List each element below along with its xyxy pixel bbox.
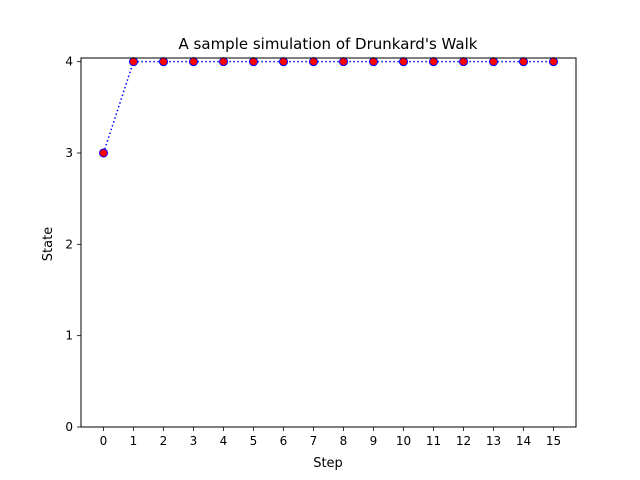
- data-point: [549, 57, 558, 67]
- y-tick-label: 1: [65, 329, 73, 343]
- x-tick-label: 8: [340, 434, 348, 448]
- data-point: [339, 57, 348, 67]
- x-tick-label: 14: [516, 434, 531, 448]
- data-point: [129, 57, 138, 67]
- x-tick-label: 9: [370, 434, 378, 448]
- data-point: [489, 57, 498, 67]
- data-point: [459, 57, 468, 67]
- data-point: [99, 148, 108, 158]
- data-point: [159, 57, 168, 67]
- y-axis-label: State: [41, 227, 56, 261]
- series-line: [102, 60, 554, 154]
- data-point: [249, 57, 258, 67]
- data-point: [369, 57, 378, 67]
- data-point: [519, 57, 528, 67]
- x-tick-label: 0: [100, 434, 108, 448]
- x-tick-label: 10: [396, 434, 411, 448]
- x-tick-label: 13: [486, 434, 501, 448]
- x-axis-label: Step: [313, 456, 343, 471]
- x-tick-label: 1: [130, 434, 138, 448]
- data-point: [309, 57, 318, 67]
- y-tick-label: 3: [65, 146, 73, 160]
- plot-frame: [80, 57, 577, 428]
- y-tick-label: 0: [65, 420, 73, 434]
- data-point: [399, 57, 408, 67]
- x-tick-label: 11: [426, 434, 441, 448]
- y-tick-label: 4: [65, 55, 73, 69]
- x-tick-label: 3: [190, 434, 198, 448]
- x-tick-label: 2: [160, 434, 168, 448]
- data-point: [279, 57, 288, 67]
- data-point: [219, 57, 228, 67]
- x-tick-label: 7: [310, 434, 318, 448]
- x-tick-label: 5: [250, 434, 258, 448]
- x-tick-label: 6: [280, 434, 288, 448]
- data-point: [189, 57, 198, 67]
- y-tick-label: 2: [65, 237, 73, 251]
- x-tick-label: 15: [546, 434, 561, 448]
- x-tick-label: 12: [456, 434, 471, 448]
- chart-title: A sample simulation of Drunkard's Walk: [179, 35, 478, 53]
- x-tick-label: 4: [220, 434, 228, 448]
- data-point: [429, 57, 438, 67]
